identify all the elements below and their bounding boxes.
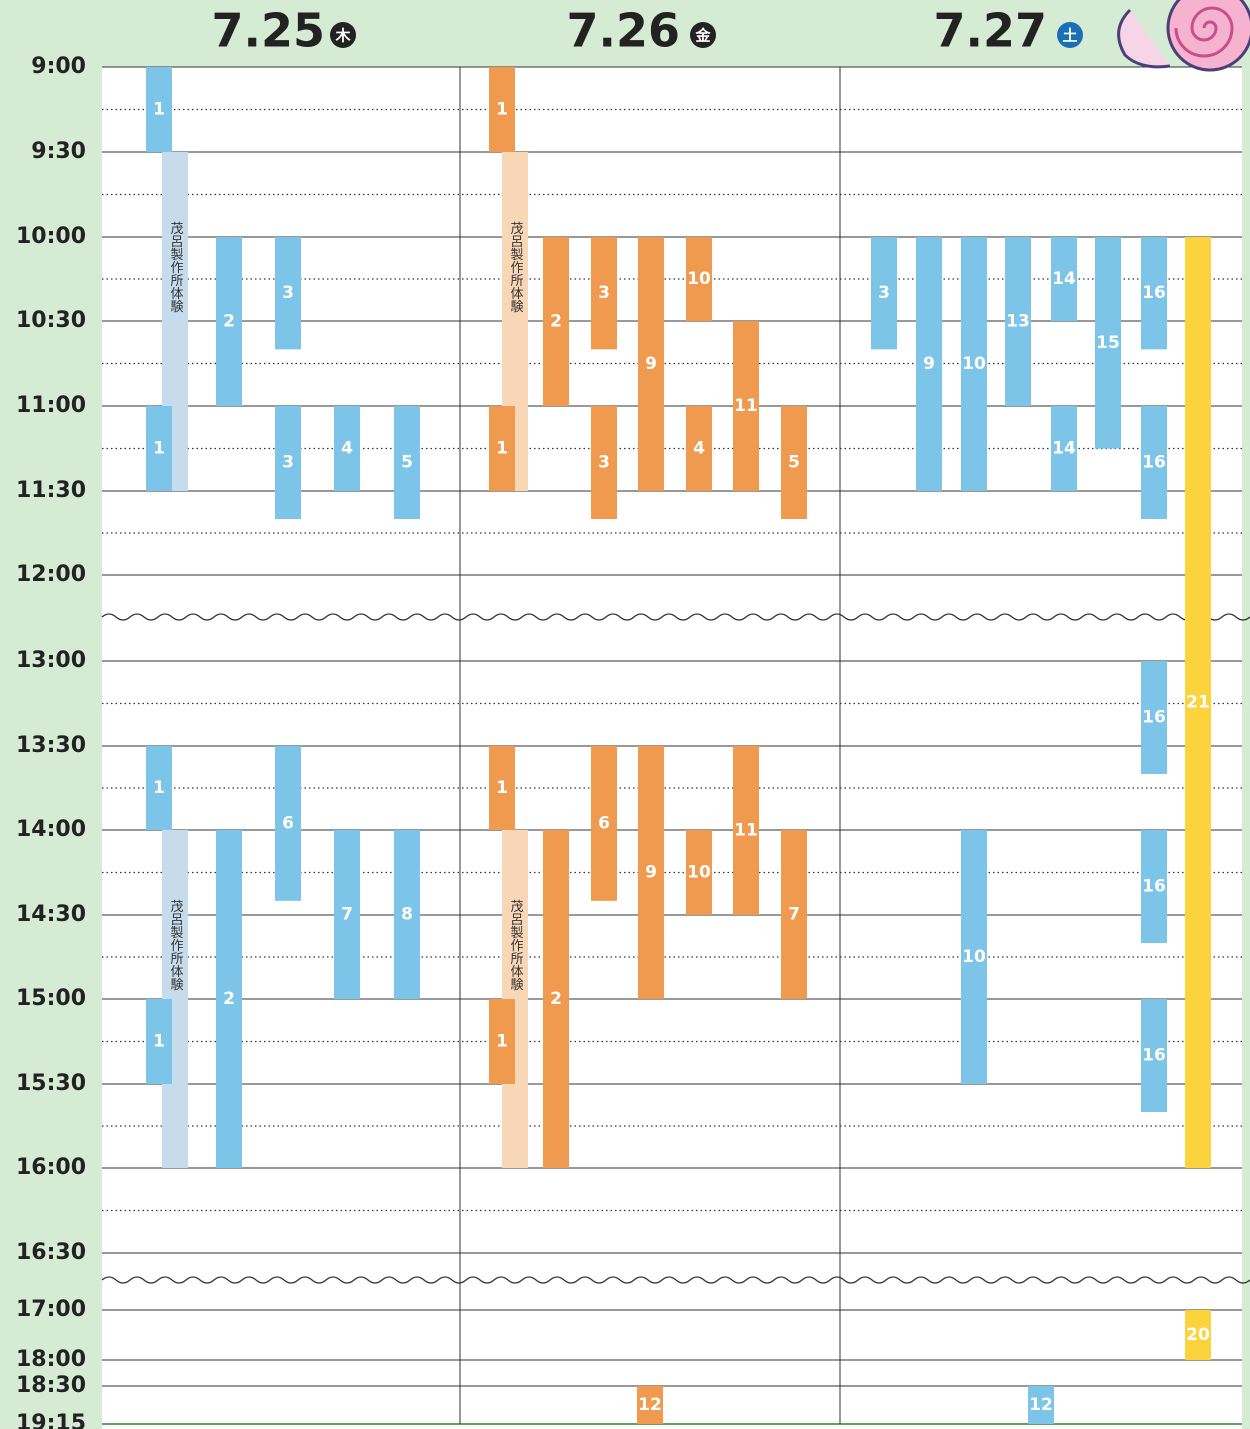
event-label: 4 — [693, 439, 705, 459]
time-label: 10:00 — [16, 224, 86, 249]
event-label: 1 — [496, 1032, 508, 1052]
event-label: 9 — [645, 863, 657, 883]
event-label: 6 — [282, 813, 294, 833]
event-label: 5 — [788, 453, 800, 473]
event-label: 1 — [153, 778, 165, 798]
event-label: 9 — [645, 354, 657, 374]
event-label: 11 — [734, 821, 758, 841]
event-label: 7 — [788, 905, 800, 925]
time-label: 13:30 — [16, 733, 86, 758]
event-label: 茂呂製作所体験 — [508, 222, 524, 314]
event-label: 10 — [687, 863, 711, 883]
event-label: 9 — [923, 354, 935, 374]
time-label: 17:00 — [16, 1297, 86, 1322]
day-date: 7.27 — [934, 4, 1048, 58]
event-label: 10 — [962, 354, 986, 374]
event-label: 21 — [1186, 693, 1210, 713]
event-label: 1 — [153, 100, 165, 120]
event-label: 3 — [282, 453, 294, 473]
event-label: 2 — [223, 989, 235, 1009]
event-label: 16 — [1142, 708, 1166, 728]
event-label: 16 — [1142, 453, 1166, 473]
event-label: 16 — [1142, 283, 1166, 303]
event-label: 1 — [153, 1032, 165, 1052]
event-label: 2 — [223, 312, 235, 332]
time-label: 9:30 — [31, 139, 86, 164]
time-label: 13:00 — [16, 648, 86, 673]
event-label: 20 — [1186, 1325, 1210, 1345]
time-label: 15:00 — [16, 986, 86, 1011]
event-label: 11 — [734, 396, 758, 416]
event-label: 2 — [550, 989, 562, 1009]
event-label: 8 — [401, 905, 413, 925]
event-label: 12 — [1029, 1395, 1053, 1415]
event-label: 14 — [1052, 269, 1076, 289]
time-label: 15:30 — [16, 1071, 86, 1096]
event-label: 16 — [1142, 877, 1166, 897]
day-of-week: 土 — [1062, 27, 1077, 45]
time-label: 16:30 — [16, 1240, 86, 1265]
event-label: 10 — [687, 269, 711, 289]
right-band — [1242, 0, 1250, 1429]
time-label: 18:00 — [16, 1347, 86, 1372]
event-label: 12 — [638, 1395, 662, 1415]
event-label: 茂呂製作所体験 — [508, 900, 524, 992]
day-date: 7.26 — [567, 4, 681, 58]
day-of-week: 木 — [334, 27, 351, 45]
time-label: 9:00 — [31, 54, 86, 79]
event-label: 13 — [1006, 312, 1030, 332]
time-label: 11:30 — [16, 478, 86, 503]
event-label: 10 — [962, 947, 986, 967]
event-label: 3 — [598, 453, 610, 473]
time-label: 14:00 — [16, 817, 86, 842]
time-label: 18:30 — [16, 1373, 86, 1398]
event-label: 茂呂製作所体験 — [168, 222, 184, 314]
event-label: 4 — [341, 439, 353, 459]
event-label: 15 — [1096, 333, 1120, 353]
event-label: 1 — [496, 100, 508, 120]
time-label: 14:30 — [16, 902, 86, 927]
time-label: 12:00 — [16, 562, 86, 587]
day-of-week: 金 — [694, 27, 711, 45]
schedule: 9:009:3010:0010:3011:0011:3012:0013:0013… — [0, 0, 1250, 1429]
event-label: 茂呂製作所体験 — [168, 900, 184, 992]
event-label: 1 — [153, 439, 165, 459]
event-label: 3 — [282, 283, 294, 303]
time-label: 10:30 — [16, 308, 86, 333]
day-date: 7.25 — [212, 4, 326, 58]
event-label: 3 — [878, 283, 890, 303]
time-label: 16:00 — [16, 1155, 86, 1180]
event-label: 14 — [1052, 439, 1076, 459]
event-label: 5 — [401, 453, 413, 473]
event-label: 7 — [341, 905, 353, 925]
event-label: 16 — [1142, 1046, 1166, 1066]
event-label: 3 — [598, 283, 610, 303]
time-band — [0, 0, 102, 1429]
time-label: 11:00 — [16, 393, 86, 418]
time-label: 19:15 — [16, 1411, 86, 1429]
event-label: 2 — [550, 312, 562, 332]
event-label: 6 — [598, 813, 610, 833]
event-label: 1 — [496, 778, 508, 798]
event-label: 1 — [496, 439, 508, 459]
